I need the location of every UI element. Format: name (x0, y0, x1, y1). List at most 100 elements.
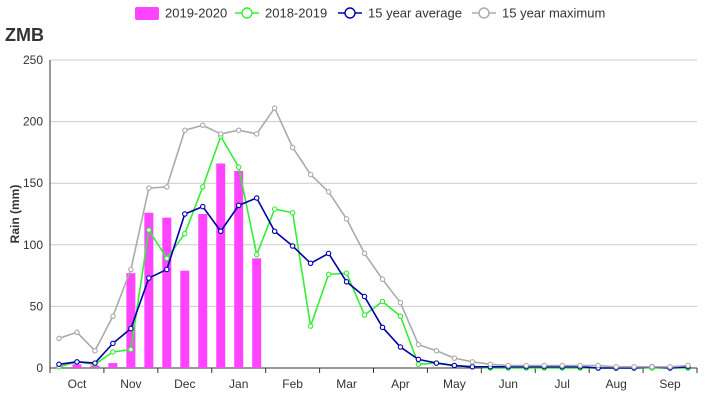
bar-2019-2020-11 (252, 258, 262, 368)
legend[interactable]: 2019-2020 2018-2019 15 year average 15 year… (135, 6, 605, 21)
bar-2019-2020-8 (198, 214, 208, 368)
bar-2019-2020-5 (144, 212, 154, 368)
bar-2019-2020-3 (108, 363, 118, 368)
point-15-year-maximum-14 (307, 171, 314, 178)
point-15-year-average-6 (164, 266, 170, 273)
point-15-year-average-7 (182, 211, 188, 217)
point-15-year-maximum-11 (253, 131, 260, 137)
point-15-year-average-2 (92, 360, 98, 366)
point-15-year-maximum-31 (613, 364, 619, 370)
point-2018-2019-11 (253, 251, 260, 258)
point-2018-2019-17 (361, 312, 368, 318)
bar-2019-2020-4 (126, 273, 136, 368)
point-2018-2019-12 (271, 206, 278, 212)
x-tick-label-sep: Sep (659, 377, 681, 391)
point-15-year-maximum-25 (505, 362, 512, 369)
point-2018-2019-20 (415, 361, 422, 368)
point-15-year-maximum-8 (200, 122, 206, 129)
point-15-year-average-12 (271, 228, 278, 234)
point-15-year-average-21 (433, 360, 440, 366)
point-2018-2019-16 (343, 270, 350, 276)
point-2018-2019-18 (379, 298, 386, 305)
bar-2019-2020-1 (72, 364, 82, 368)
point-15-year-average-17 (361, 293, 368, 300)
point-2018-2019-14 (307, 323, 314, 329)
y-tick-label-250: 250 (23, 53, 43, 67)
point-15-year-maximum-22 (451, 355, 458, 361)
bar-2019-2020-7 (180, 270, 190, 368)
legend-swatch-marker-2018-2019 (241, 7, 253, 19)
legend-label-2019-2020: 2019-2020 (165, 6, 227, 21)
point-15-year-maximum-35 (685, 362, 691, 369)
point-15-year-maximum-10 (235, 127, 242, 133)
point-15-year-maximum-15 (325, 189, 332, 195)
point-15-year-average-14 (307, 260, 314, 267)
legend-swatch-2019-2020 (135, 7, 159, 20)
point-15-year-average-15 (325, 250, 332, 257)
point-15-year-maximum-30 (595, 362, 601, 369)
point-15-year-average-3 (110, 340, 116, 347)
point-15-year-maximum-0 (56, 335, 62, 342)
line-series (56, 105, 691, 371)
point-15-year-average-11 (253, 195, 260, 201)
point-15-year-average-10 (235, 202, 242, 209)
point-2018-2019-15 (325, 271, 332, 278)
bar-2019-2020-6 (162, 217, 172, 368)
point-15-year-maximum-24 (487, 361, 494, 368)
x-tick-label-oct: Oct (68, 377, 87, 391)
point-15-year-maximum-4 (128, 266, 134, 273)
point-15-year-maximum-21 (433, 348, 440, 354)
x-tick-label-jul: Jul (555, 377, 570, 391)
point-15-year-maximum-19 (397, 299, 404, 306)
x-tick-label-aug: Aug (605, 377, 626, 391)
legend-item-15-year-average[interactable]: 15 year average (338, 6, 462, 21)
legend-swatch-marker-15-year-average (344, 7, 356, 19)
point-15-year-maximum-1 (74, 329, 80, 336)
y-tick-label-150: 150 (23, 176, 43, 190)
x-tick-label-jan: Jan (229, 377, 248, 391)
point-15-year-average-8 (200, 203, 206, 210)
point-15-year-maximum-17 (361, 250, 368, 257)
point-2018-2019-8 (200, 184, 206, 190)
chart-title: ZMB (5, 25, 44, 45)
point-2018-2019-7 (182, 230, 188, 237)
line-2018-2019 (58, 135, 689, 369)
point-15-year-average-18 (379, 324, 386, 331)
point-15-year-average-0 (56, 361, 62, 368)
point-2018-2019-6 (164, 255, 170, 262)
point-2018-2019-5 (146, 227, 152, 233)
y-tick-label-100: 100 (23, 238, 43, 252)
y-tick-label-0: 0 (36, 361, 43, 375)
point-15-year-maximum-18 (379, 276, 386, 283)
point-15-year-maximum-3 (110, 313, 116, 320)
point-15-year-maximum-28 (559, 362, 565, 369)
point-2018-2019-10 (235, 164, 242, 170)
point-15-year-average-22 (451, 362, 458, 369)
point-15-year-maximum-5 (146, 185, 152, 191)
point-15-year-maximum-33 (649, 364, 655, 370)
y-tick-label-50: 50 (30, 299, 44, 313)
point-2018-2019-19 (397, 313, 404, 320)
y-axis-title: Rain (mm) (8, 185, 22, 244)
axes: 0 50 100 150 200 250 Oct Nov Dec Jan Feb Mar Apr May J… (23, 53, 698, 391)
legend-item-2018-2019[interactable]: 2018-2019 (235, 6, 327, 21)
x-tick-label-dec: Dec (174, 377, 195, 391)
legend-label-15-year-average: 15 year average (368, 6, 462, 21)
point-15-year-maximum-27 (541, 362, 547, 369)
point-15-year-maximum-23 (469, 359, 476, 365)
point-15-year-maximum-20 (415, 341, 422, 348)
x-tick-label-apr: Apr (391, 377, 410, 391)
line-15-year-average (58, 197, 689, 369)
bar-2019-2020-9 (216, 163, 226, 368)
legend-item-2019-2020[interactable]: 2019-2020 (135, 6, 227, 21)
point-15-year-average-13 (289, 243, 296, 249)
legend-label-15-year-maximum: 15 year maximum (502, 6, 605, 21)
point-15-year-average-4 (128, 325, 134, 332)
point-15-year-average-1 (74, 359, 80, 365)
x-tick-label-may: May (443, 377, 466, 391)
x-tick-label-jun: Jun (499, 377, 518, 391)
legend-item-15-year-maximum[interactable]: 15 year maximum (472, 6, 605, 21)
point-15-year-maximum-12 (271, 105, 278, 111)
line-15-year-maximum (58, 107, 689, 368)
